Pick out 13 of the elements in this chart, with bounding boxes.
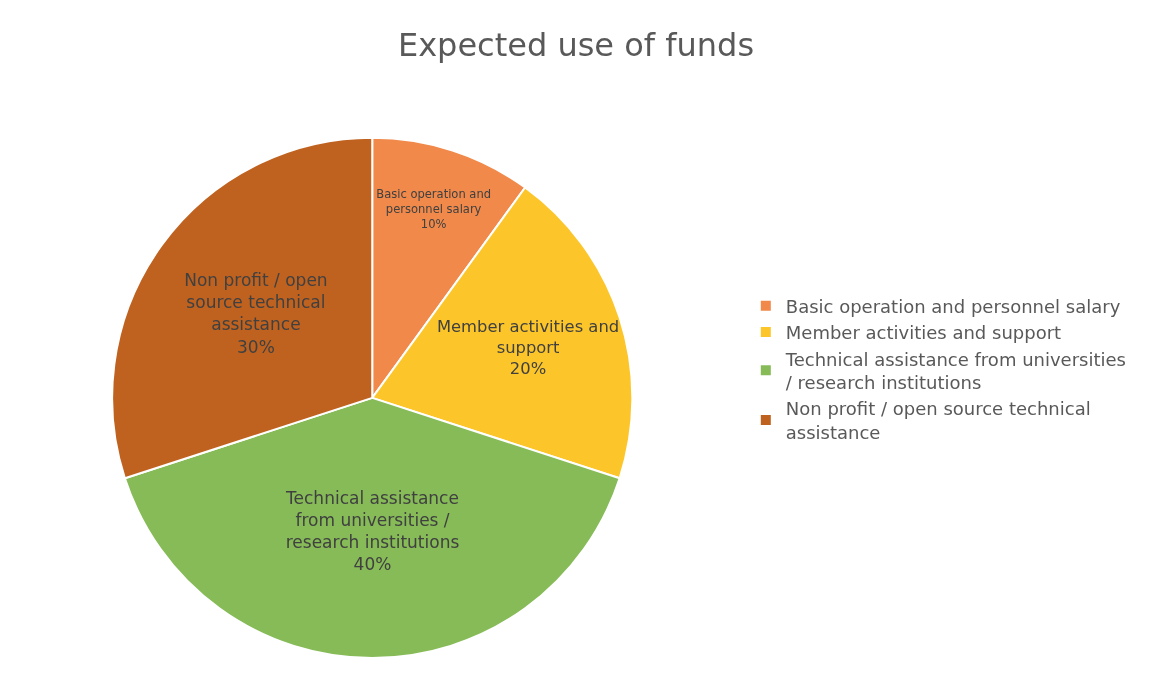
data-label: 30% [237, 336, 275, 357]
slice-label: Member activities and support [436, 316, 620, 358]
legend-label: Basic operation and personnel salary [785, 295, 1121, 317]
data-label: 20% [509, 359, 547, 379]
data-label: 40% [353, 554, 392, 575]
slice-label: Technical assistance from universities / research institutions [285, 488, 460, 553]
data-label: 10% [420, 216, 447, 231]
legend-label: Member activities and support [785, 322, 1062, 344]
chart-title: Expected use of funds [397, 26, 755, 65]
legend-label: Technical assistance from universities / research institutions [784, 348, 1126, 393]
slice-label: Basic operation and personnel salary [376, 187, 492, 216]
slice-label: Non profit / open source technical assistance [184, 270, 328, 335]
legend-label: Non profit / open source technical assistance [785, 398, 1091, 443]
